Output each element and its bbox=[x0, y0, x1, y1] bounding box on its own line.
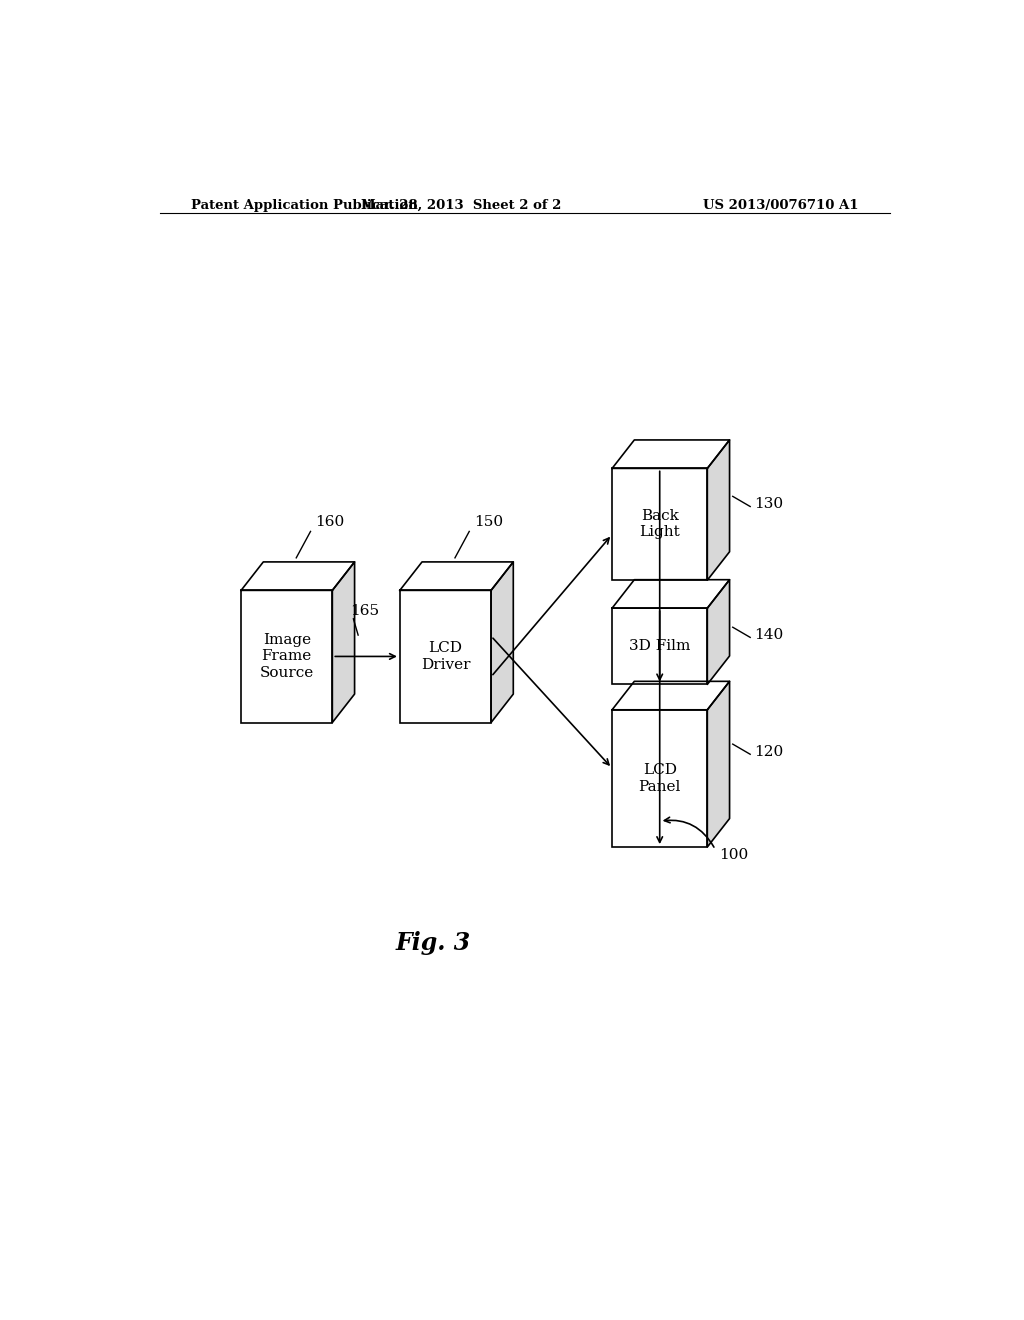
Text: 3D Film: 3D Film bbox=[629, 639, 690, 653]
Polygon shape bbox=[708, 579, 729, 684]
Text: US 2013/0076710 A1: US 2013/0076710 A1 bbox=[702, 199, 858, 213]
Polygon shape bbox=[612, 440, 729, 469]
Bar bbox=[399, 590, 492, 722]
Text: 165: 165 bbox=[350, 603, 379, 618]
Text: LCD
Panel: LCD Panel bbox=[639, 763, 681, 793]
Bar bbox=[241, 590, 333, 722]
Text: Fig. 3: Fig. 3 bbox=[396, 931, 471, 956]
Polygon shape bbox=[708, 681, 729, 847]
Text: Mar. 28, 2013  Sheet 2 of 2: Mar. 28, 2013 Sheet 2 of 2 bbox=[361, 199, 561, 213]
Text: 150: 150 bbox=[474, 515, 503, 529]
Polygon shape bbox=[399, 562, 513, 590]
Polygon shape bbox=[492, 562, 513, 722]
Text: 140: 140 bbox=[754, 628, 783, 643]
Text: 130: 130 bbox=[754, 498, 783, 511]
Polygon shape bbox=[612, 681, 729, 710]
Polygon shape bbox=[612, 579, 729, 609]
Polygon shape bbox=[241, 562, 354, 590]
Text: Back
Light: Back Light bbox=[639, 510, 680, 540]
Text: 160: 160 bbox=[315, 515, 344, 529]
Text: 100: 100 bbox=[719, 847, 749, 862]
Text: Image
Frame
Source: Image Frame Source bbox=[260, 634, 313, 680]
Polygon shape bbox=[708, 440, 729, 581]
Text: 120: 120 bbox=[754, 746, 783, 759]
Text: LCD
Driver: LCD Driver bbox=[421, 642, 470, 672]
Bar bbox=[612, 710, 708, 847]
Polygon shape bbox=[333, 562, 354, 722]
Bar bbox=[612, 469, 708, 581]
Bar bbox=[612, 609, 708, 684]
Text: Patent Application Publication: Patent Application Publication bbox=[191, 199, 418, 213]
